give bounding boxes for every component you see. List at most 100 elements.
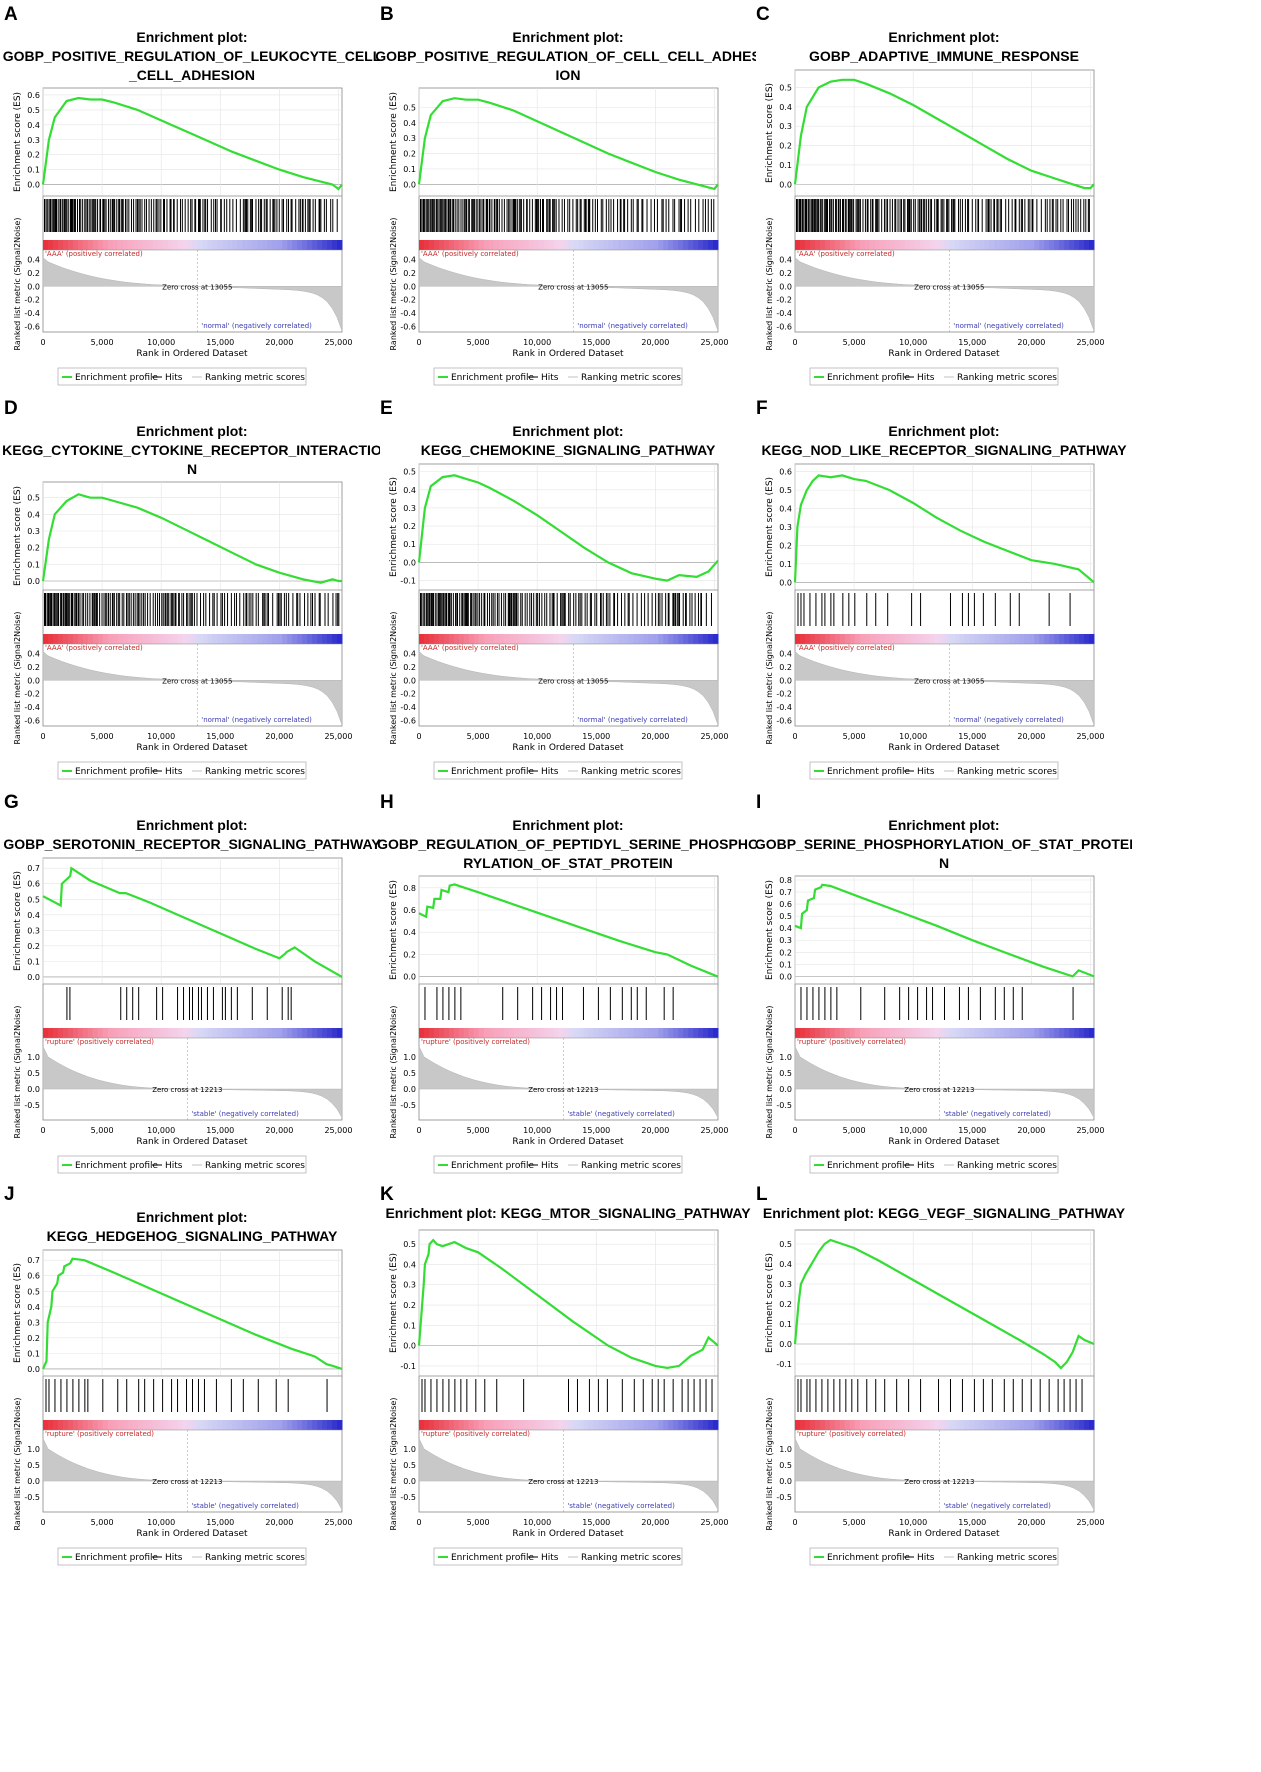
heatmap-cell (247, 240, 253, 250)
heatmap-cell (282, 634, 288, 644)
heatmap-cell (673, 240, 679, 250)
heatmap-cell (1059, 1028, 1065, 1038)
heatmap-cell (277, 1420, 283, 1430)
metric-tick-label: 1.0 (779, 1445, 792, 1454)
chart-title-line: Enrichment plot: (512, 423, 623, 439)
heatmap-cell (242, 1420, 248, 1430)
rank-heatmap (795, 1420, 1095, 1430)
heatmap-cell (713, 634, 719, 644)
heatmap-cell (1069, 240, 1075, 250)
heatmap-cell (162, 1420, 169, 1430)
heatmap-cell (337, 1420, 343, 1430)
heatmap-cell (252, 240, 258, 250)
heatmap-cell (553, 240, 560, 250)
negative-label: 'stable' (negatively correlated) (943, 1502, 1051, 1510)
heatmap-cell (989, 1028, 995, 1038)
x-tick-label: 25,000 (1076, 732, 1104, 741)
positive-label: 'rupture' (positively correlated) (797, 1038, 906, 1046)
heatmap-cell (929, 1420, 936, 1430)
heatmap-cell (588, 1420, 594, 1430)
chart-title-line: ION (556, 67, 581, 83)
metric-axis-label: Ranked list metric (Signal2Noise) (13, 1398, 22, 1531)
heatmap-cell (453, 634, 460, 644)
heatmap-cell (1039, 634, 1045, 644)
heatmap-cell (538, 1420, 545, 1430)
heatmap-cell (899, 240, 906, 250)
es-tick-label: 0.0 (403, 1342, 416, 1351)
heatmap-cell (924, 1420, 931, 1430)
heatmap-cell (919, 240, 926, 250)
es-tick-label: 0.3 (779, 122, 792, 131)
heatmap-cell (548, 240, 555, 250)
heatmap-cell (202, 634, 208, 644)
heatmap-cell (999, 1028, 1005, 1038)
x-tick-label: 20,000 (641, 732, 669, 741)
positive-label: 'AAA' (positively correlated) (45, 250, 143, 258)
heatmap-cell (974, 1028, 980, 1038)
x-tick-label: 10,000 (147, 338, 175, 347)
metric-tick-label: -0.6 (24, 323, 40, 332)
legend-label-metric: Ranking metric scores (957, 1553, 1057, 1563)
metric-tick-label: -0.4 (24, 309, 40, 318)
x-tick-label: 10,000 (523, 338, 551, 347)
x-tick-label: 0 (416, 732, 421, 741)
heatmap-cell (543, 1420, 550, 1430)
es-tick-label: 0.5 (779, 486, 792, 495)
heatmap-cell (167, 1420, 174, 1430)
positive-label: 'AAA' (positively correlated) (421, 250, 519, 258)
heatmap-cell (58, 1028, 64, 1038)
heatmap-cell (137, 240, 144, 250)
heatmap-cell (658, 240, 664, 250)
chart-title-line: Enrichment plot: KEGG_MTOR_SIGNALING_PAT… (385, 1205, 751, 1221)
heatmap-cell (48, 240, 54, 250)
heatmap-cell (854, 1028, 861, 1038)
heatmap-cell (538, 634, 545, 644)
metric-tick-label: 0.0 (779, 282, 792, 291)
heatmap-cell (177, 1420, 184, 1430)
heatmap-cell (603, 240, 609, 250)
x-tick-label: 15,000 (958, 732, 986, 741)
metric-tick-label: -0.2 (24, 296, 40, 305)
x-axis-label: Rank in Ordered Dataset (136, 1137, 248, 1147)
heatmap-cell (805, 240, 811, 250)
heatmap-cell (553, 1028, 560, 1038)
heatmap-cell (192, 1028, 198, 1038)
heatmap-cell (262, 1028, 268, 1038)
heatmap-cell (434, 634, 440, 644)
es-tick-label: 0.4 (27, 510, 40, 519)
heatmap-cell (117, 240, 124, 250)
x-tick-label: 5,000 (467, 338, 490, 347)
metric-tick-label: 0.0 (27, 676, 40, 685)
x-tick-label: 15,000 (958, 1518, 986, 1527)
heatmap-cell (959, 1420, 965, 1430)
heatmap-cell (633, 1420, 639, 1430)
zero-cross-label: Zero cross at 13055 (162, 677, 232, 685)
rank-heatmap (795, 634, 1095, 644)
heatmap-cell (1089, 1420, 1095, 1430)
heatmap-cell (1079, 1028, 1085, 1038)
heatmap-cell (683, 1420, 689, 1430)
x-tick-label: 5,000 (91, 1126, 114, 1135)
heatmap-cell (854, 240, 861, 250)
heatmap-cell (1014, 1028, 1020, 1038)
heatmap-cell (478, 240, 485, 250)
x-tick-label: 20,000 (1017, 732, 1045, 741)
heatmap-cell (97, 1420, 104, 1430)
heatmap-cell (207, 1028, 213, 1038)
heatmap-cell (142, 634, 149, 644)
heatmap-cell (894, 1028, 901, 1038)
heatmap-cell (137, 634, 144, 644)
heatmap-cell (1024, 240, 1030, 250)
heatmap-cell (869, 634, 876, 644)
metric-tick-label: 0.5 (403, 1461, 416, 1470)
hits-group (45, 1379, 328, 1412)
heatmap-cell (257, 1028, 263, 1038)
heatmap-cell (1024, 1028, 1030, 1038)
heatmap-cell (523, 240, 530, 250)
heatmap-cell (889, 1028, 896, 1038)
heatmap-cell (944, 1028, 950, 1038)
heatmap-cell (1044, 1420, 1050, 1430)
heatmap-cell (924, 240, 931, 250)
heatmap-cell (864, 240, 871, 250)
heatmap-cell (262, 634, 268, 644)
